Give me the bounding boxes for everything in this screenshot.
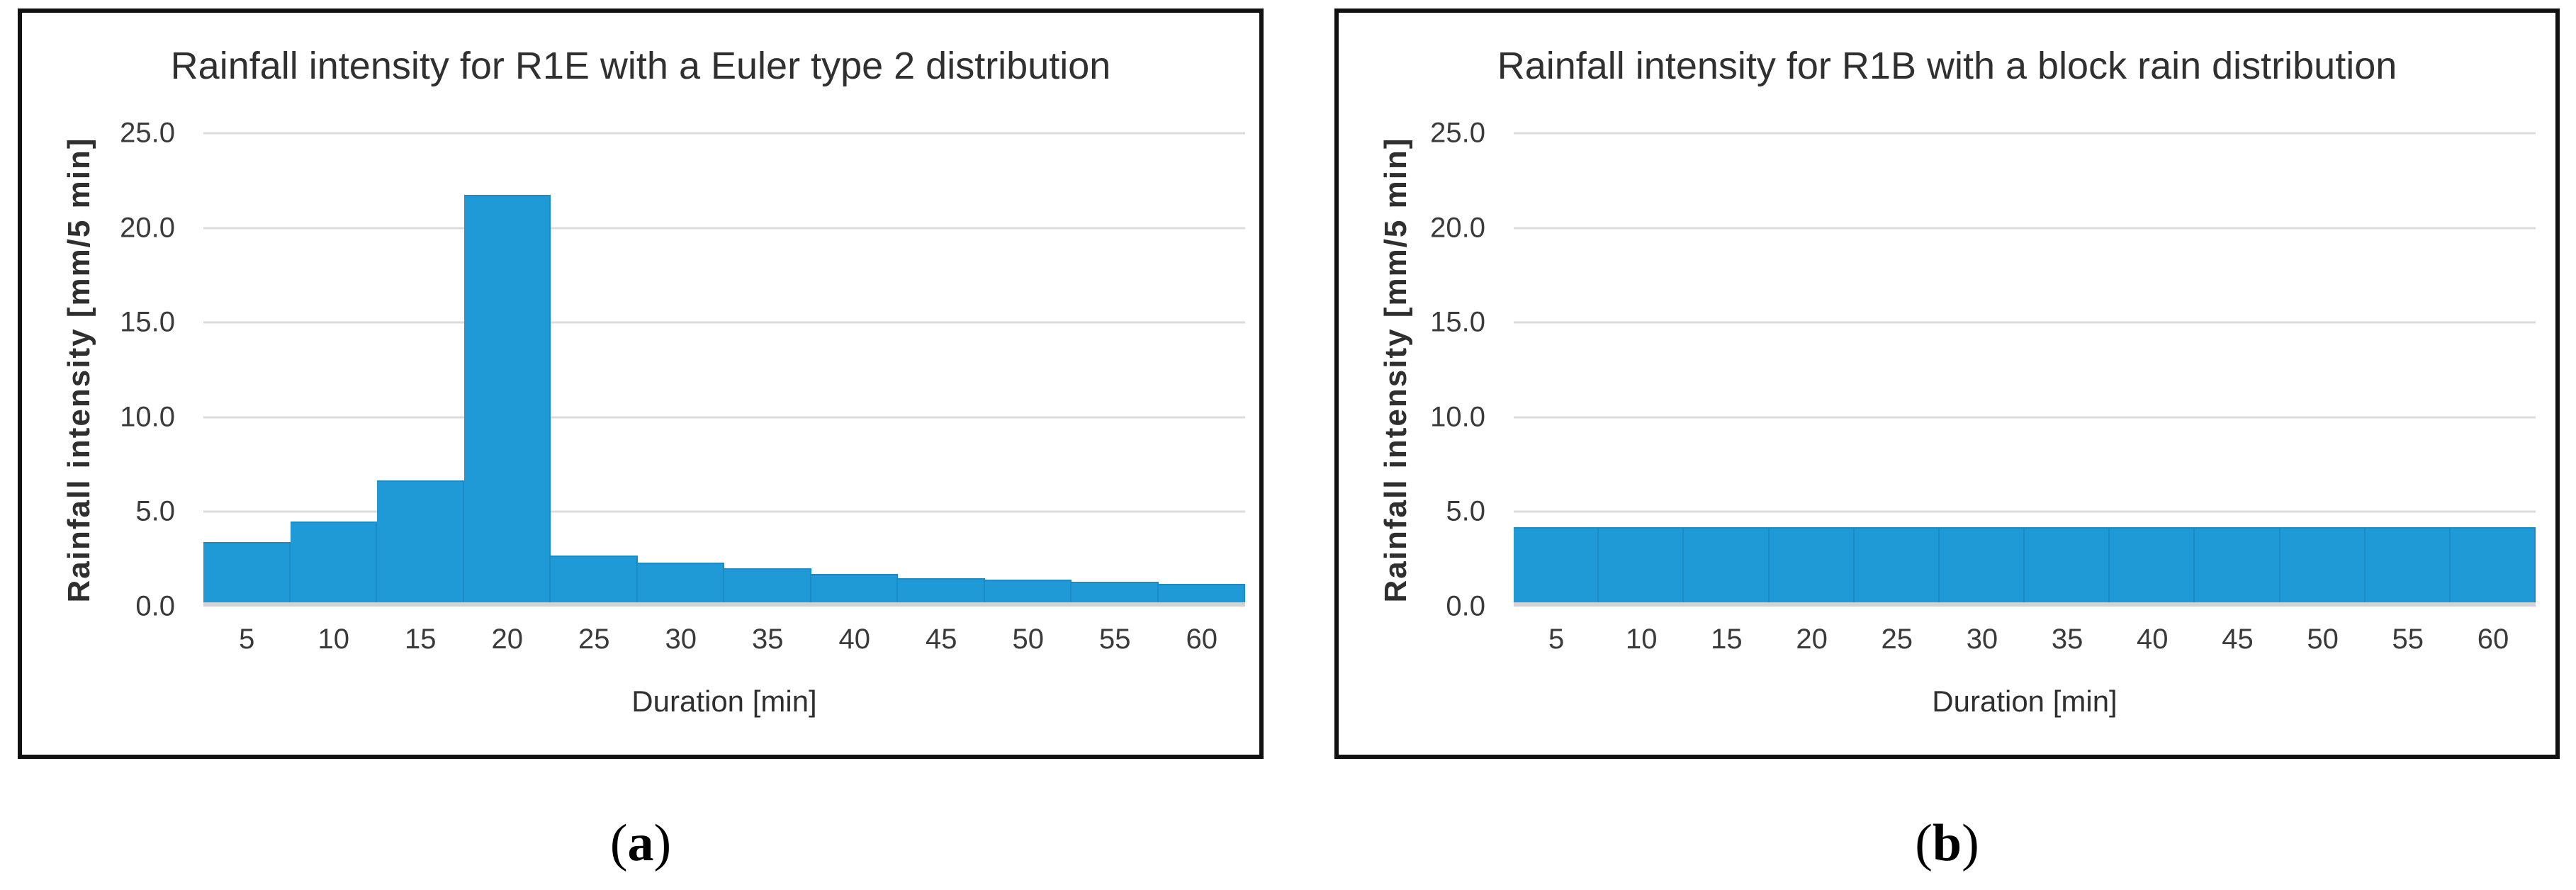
gridline-20.0 (203, 227, 1245, 230)
bar-20min (463, 195, 551, 602)
y-tick-label-25.0: 25.0 (120, 117, 175, 149)
x-tick-label-35: 35 (752, 624, 784, 655)
caption-a-open: ( (609, 814, 628, 872)
chart-panel-a: Rainfall intensity for R1E with a Euler … (18, 9, 1264, 759)
y-tick-label-25.0: 25.0 (1430, 117, 1485, 149)
gridline-5.0 (1514, 510, 2536, 513)
bar-5min (1514, 527, 1599, 602)
gridline-10.0 (1514, 416, 2536, 419)
x-axis-title-a: Duration [min] (631, 685, 817, 718)
x-tick-label-20: 20 (1796, 624, 1828, 655)
x-tick-label-55: 55 (1099, 624, 1131, 655)
plot-area (203, 132, 1245, 607)
gridline-25.0 (203, 132, 1245, 135)
chart-title-b: Rainfall intensity for R1B with a block … (1497, 45, 2397, 87)
chart-title-a: Rainfall intensity for R1E with a Euler … (170, 45, 1111, 87)
x-tick-label-35: 35 (2051, 624, 2083, 655)
x-tick-label-60: 60 (2477, 624, 2509, 655)
gridline-15.0 (1514, 321, 2536, 324)
x-tick-label-10: 10 (1626, 624, 1658, 655)
x-axis-title-b: Duration [min] (1932, 685, 2117, 718)
gridline-15.0 (203, 321, 1245, 324)
x-axis-line (203, 602, 1245, 607)
y-tick-label-5.0: 5.0 (135, 495, 175, 527)
x-tick-label-5: 5 (1548, 624, 1565, 655)
x-axis-tick-labels-a: 5 10 15 20 25 30 35 40 45 50 55 60 (203, 624, 1245, 655)
bar-50min (2280, 527, 2366, 602)
y-axis-tick-labels-a: 0.0 5.0 10.0 15.0 20.0 25.0 (22, 118, 175, 622)
y-tick-label-0.0: 0.0 (135, 590, 175, 622)
bar-series-a (203, 133, 1245, 602)
x-tick-label-5: 5 (239, 624, 255, 655)
x-tick-label-25: 25 (578, 624, 610, 655)
bar-20min (1769, 527, 1855, 602)
caption-a-letter: a (627, 814, 654, 872)
x-axis-tick-labels-b: 5 10 15 20 25 30 35 40 45 50 55 60 (1514, 624, 2536, 655)
bar-60min (1158, 583, 1245, 602)
bar-40min (811, 574, 898, 602)
x-tick-label-40: 40 (2137, 624, 2169, 655)
bar-15min (377, 480, 464, 602)
y-tick-label-20.0: 20.0 (120, 212, 175, 244)
x-tick-label-10: 10 (317, 624, 350, 655)
bar-25min (551, 555, 638, 602)
y-tick-label-10.0: 10.0 (120, 401, 175, 433)
x-tick-label-20: 20 (491, 624, 524, 655)
y-tick-label-5.0: 5.0 (1446, 495, 1485, 527)
y-tick-label-15.0: 15.0 (120, 306, 175, 338)
chart-b: Rainfall intensity for R1B with a block … (1339, 13, 2555, 755)
bar-45min (2195, 527, 2280, 602)
bar-30min (637, 563, 724, 602)
gridline-25.0 (1514, 132, 2536, 135)
chart-a: Rainfall intensity for R1E with a Euler … (22, 13, 1259, 755)
bar-55min (1072, 581, 1159, 602)
x-tick-label-40: 40 (838, 624, 871, 655)
bar-5min (203, 542, 291, 602)
x-tick-label-60: 60 (1186, 624, 1218, 655)
bar-30min (1939, 527, 2025, 602)
x-tick-label-25: 25 (1881, 624, 1913, 655)
gridline-20.0 (1514, 227, 2536, 230)
x-tick-label-50: 50 (1012, 624, 1045, 655)
bar-25min (1854, 527, 1940, 602)
x-tick-label-30: 30 (665, 624, 697, 655)
bar-60min (2450, 527, 2536, 602)
x-axis-line (1514, 602, 2536, 607)
x-tick-label-45: 45 (926, 624, 957, 655)
bar-15min (1684, 527, 1770, 602)
bar-35min (2025, 527, 2110, 602)
bar-45min (898, 578, 985, 602)
plot-area (1514, 132, 2536, 607)
gridline-5.0 (203, 510, 1245, 513)
y-axis-tick-labels-b: 0.0 5.0 10.0 15.0 20.0 25.0 (1339, 118, 1485, 622)
x-tick-label-55: 55 (2392, 624, 2424, 655)
y-tick-label-0.0: 0.0 (1446, 590, 1485, 622)
y-tick-label-10.0: 10.0 (1430, 401, 1485, 433)
caption-a-close: ) (653, 814, 672, 872)
x-tick-label-15: 15 (405, 624, 437, 655)
bar-series-b (1514, 133, 2536, 602)
subfigure-caption-b: (b) (1334, 813, 2560, 874)
x-tick-label-45: 45 (2222, 624, 2254, 655)
x-tick-label-15: 15 (1711, 624, 1743, 655)
chart-panel-b: Rainfall intensity for R1B with a block … (1334, 9, 2560, 759)
bar-40min (2110, 527, 2195, 602)
bar-35min (724, 568, 811, 602)
y-tick-label-20.0: 20.0 (1430, 212, 1485, 244)
caption-b-close: ) (1962, 814, 1979, 872)
x-tick-label-50: 50 (2307, 624, 2339, 655)
bar-50min (984, 580, 1072, 602)
gridline-10.0 (203, 416, 1245, 419)
bar-10min (1599, 527, 1684, 602)
caption-b-open: ( (1915, 814, 1933, 872)
bar-10min (290, 522, 377, 602)
subfigure-caption-a: (a) (18, 813, 1264, 874)
y-tick-label-15.0: 15.0 (1430, 306, 1485, 338)
x-tick-label-30: 30 (1966, 624, 1998, 655)
caption-b-letter: b (1932, 814, 1962, 872)
bar-55min (2365, 527, 2451, 602)
